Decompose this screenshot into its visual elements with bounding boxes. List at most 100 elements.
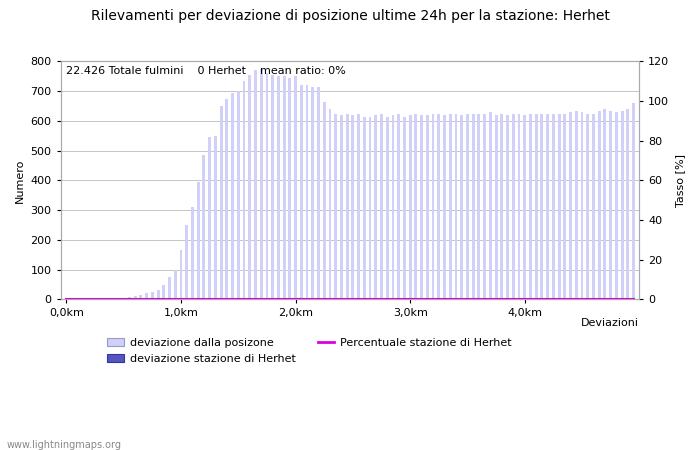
Bar (145, 293, 148, 299)
Bar (564, 113, 566, 299)
Text: Deviazioni: Deviazioni (581, 319, 639, 328)
Bar (197, 182, 199, 299)
Text: www.lightningmaps.org: www.lightningmaps.org (7, 440, 122, 450)
Bar (248, 75, 251, 299)
Bar (512, 113, 514, 299)
Bar (432, 113, 435, 299)
Bar (312, 87, 314, 299)
Bar (288, 78, 291, 299)
Bar (208, 137, 211, 299)
Bar (575, 111, 577, 299)
Bar (517, 113, 520, 299)
Bar (117, 298, 120, 299)
Bar (265, 73, 268, 299)
Bar (300, 86, 302, 299)
Bar (369, 117, 372, 299)
Bar (202, 155, 205, 299)
Bar (500, 113, 503, 299)
Bar (403, 117, 406, 299)
Bar (609, 111, 612, 299)
Bar (180, 250, 183, 299)
Bar (552, 113, 555, 299)
Bar (414, 113, 417, 299)
Bar (105, 298, 108, 299)
Bar (569, 112, 572, 299)
Bar (540, 113, 543, 299)
Bar (603, 109, 606, 299)
Bar (157, 291, 160, 299)
Bar (587, 113, 589, 299)
Bar (472, 113, 475, 299)
Bar (615, 112, 618, 299)
Bar (317, 87, 320, 299)
Bar (558, 113, 561, 299)
Bar (294, 76, 297, 299)
Bar (398, 113, 400, 299)
Bar (426, 115, 429, 299)
Bar (483, 113, 486, 299)
Bar (323, 102, 326, 299)
Bar (94, 298, 97, 299)
Bar (328, 109, 331, 299)
Bar (477, 113, 480, 299)
Bar (535, 113, 538, 299)
Text: 22.426 Totale fulmini    0 Herhet    mean ratio: 0%: 22.426 Totale fulmini 0 Herhet mean rati… (66, 66, 346, 76)
Bar (489, 112, 492, 299)
Bar (632, 103, 635, 299)
Bar (334, 113, 337, 299)
Bar (409, 115, 412, 299)
Bar (111, 298, 113, 299)
Bar (529, 113, 532, 299)
Y-axis label: Tasso [%]: Tasso [%] (675, 154, 685, 207)
Bar (134, 297, 136, 299)
Bar (461, 115, 463, 299)
Bar (271, 75, 274, 299)
Bar (438, 113, 440, 299)
Bar (220, 106, 223, 299)
Text: Rilevamenti per deviazione di posizione ultime 24h per la stazione: Herhet: Rilevamenti per deviazione di posizione … (90, 9, 610, 23)
Bar (495, 115, 498, 299)
Bar (340, 115, 343, 299)
Bar (191, 207, 194, 299)
Bar (363, 117, 366, 299)
Bar (186, 225, 188, 299)
Bar (420, 115, 423, 299)
Bar (380, 113, 383, 299)
Bar (128, 297, 131, 299)
Bar (139, 295, 142, 299)
Bar (443, 115, 446, 299)
Bar (546, 113, 549, 299)
Y-axis label: Numero: Numero (15, 158, 25, 202)
Bar (162, 284, 165, 299)
Bar (592, 113, 595, 299)
Bar (151, 292, 154, 299)
Legend: deviazione dalla posizone, deviazione stazione di Herhet, Percentuale stazione d: deviazione dalla posizone, deviazione st… (103, 333, 516, 368)
Bar (621, 111, 624, 299)
Bar (277, 76, 280, 299)
Bar (506, 115, 509, 299)
Bar (260, 69, 262, 299)
Bar (306, 86, 309, 299)
Bar (454, 113, 457, 299)
Bar (283, 76, 286, 299)
Bar (598, 111, 601, 299)
Bar (168, 277, 171, 299)
Bar (237, 91, 239, 299)
Bar (214, 136, 217, 299)
Bar (243, 81, 246, 299)
Bar (346, 113, 349, 299)
Bar (391, 115, 394, 299)
Bar (174, 270, 176, 299)
Bar (374, 115, 377, 299)
Bar (357, 113, 360, 299)
Bar (225, 99, 228, 299)
Bar (524, 115, 526, 299)
Bar (231, 93, 234, 299)
Bar (580, 112, 583, 299)
Bar (466, 113, 469, 299)
Bar (254, 70, 257, 299)
Bar (626, 109, 629, 299)
Bar (386, 117, 389, 299)
Bar (449, 113, 452, 299)
Bar (351, 115, 354, 299)
